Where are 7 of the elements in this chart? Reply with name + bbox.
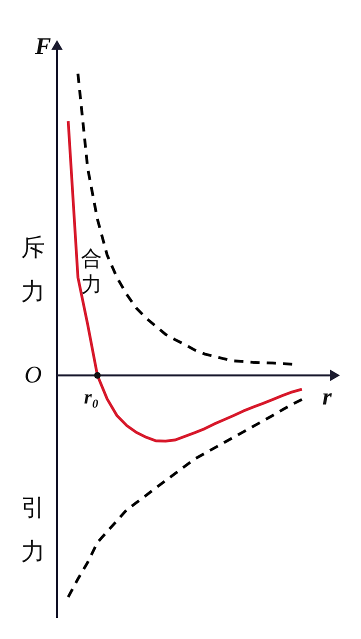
x-axis-title: r [322,384,332,410]
text: 斥力 [21,234,45,306]
text: O [24,362,42,388]
text: 引力 [21,493,45,566]
annotation: r₀ [84,386,99,408]
series-label: 合力 [81,246,102,296]
y-axis-title: F [34,34,52,60]
